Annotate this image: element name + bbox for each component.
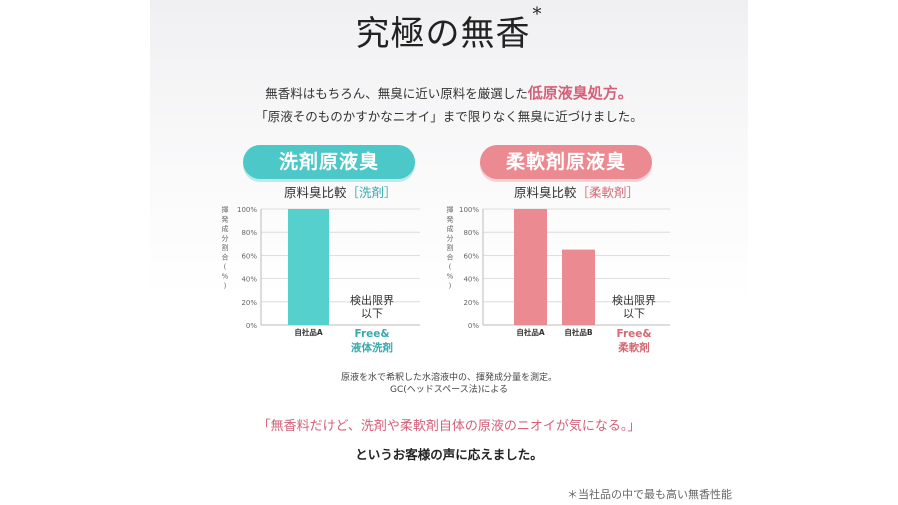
title-asterisk: * xyxy=(532,4,543,25)
softener-odor-pill: 柔軟剤原液臭 xyxy=(480,145,652,179)
detection-limit-label: 以下 xyxy=(361,307,383,320)
chart-title-detergent: 原料臭比較［洗剤］ xyxy=(284,182,397,201)
y-axis-label-char: 分 xyxy=(447,234,454,243)
bar xyxy=(514,209,547,325)
comparison-product-label: Free& xyxy=(354,328,389,340)
y-tick-label: 20% xyxy=(241,299,257,307)
detection-limit-label: 検出限界 xyxy=(612,293,656,307)
x-category-label: 自社品B xyxy=(564,327,592,337)
chart-title-detergent-prefix: 原料臭比較 xyxy=(284,185,347,200)
x-category-label: 自社品A xyxy=(294,327,322,337)
detergent-odor-pill: 洗剤原液臭 xyxy=(243,145,415,179)
y-axis-label-char: ( xyxy=(224,263,227,271)
y-axis-label-char: 発 xyxy=(222,215,229,224)
y-axis-label-char: 揮 xyxy=(447,205,454,214)
comparison-product-label: 柔軟剤 xyxy=(617,341,650,354)
y-tick-label: 60% xyxy=(241,252,257,260)
y-tick-label: 40% xyxy=(241,276,257,284)
title-text: 究極の無香 xyxy=(355,14,531,54)
y-tick-label: 40% xyxy=(463,276,479,284)
intro-line-2: 「原液そのものかすかなニオイ」まで限りなく無臭に近づけました。 xyxy=(255,109,643,124)
content-panel: 究極の無香 * 無香料はもちろん、無臭に近い原料を厳選した低原液臭処方。 「原液そ… xyxy=(150,0,748,505)
y-tick-label: 0% xyxy=(468,322,479,330)
y-axis-label-char: 成 xyxy=(222,224,229,233)
y-tick-label: 0% xyxy=(246,322,257,330)
right-margin xyxy=(748,0,898,505)
y-axis-label-char: ( xyxy=(449,263,452,271)
y-tick-label: 100% xyxy=(237,206,257,214)
y-tick-label: 100% xyxy=(459,206,479,214)
x-category-label: 自社品A xyxy=(516,327,544,337)
intro-line-1-prefix: 無香料はもちろん、無臭に近い原料を厳選した xyxy=(265,86,528,101)
y-axis-label-char: % xyxy=(222,273,229,281)
y-axis-label-char: 発 xyxy=(447,215,454,224)
y-axis-label-char: ) xyxy=(449,282,452,290)
bar xyxy=(562,249,595,325)
y-tick-label: 60% xyxy=(463,252,479,260)
bar xyxy=(288,209,329,325)
y-axis-label-char: ) xyxy=(224,282,227,290)
answer-text: というお客様の声に応えました。 xyxy=(355,447,543,462)
comparison-product-label: 液体洗剤 xyxy=(351,341,393,354)
detection-limit-label: 以下 xyxy=(623,307,645,320)
y-tick-label: 80% xyxy=(463,229,479,237)
left-margin xyxy=(0,0,150,505)
y-axis-label-char: 割 xyxy=(447,243,454,252)
chart-title-softener-prefix: 原料臭比較 xyxy=(514,185,577,200)
y-axis-label-char: 揮 xyxy=(222,205,229,214)
customer-quote: 「無香料だけど、洗剤や柔軟剤自体の原液のニオイが気になる。」 xyxy=(257,419,641,434)
note-line-2: GC(ヘッドスペース法)による xyxy=(390,385,508,395)
y-axis-label-char: 合 xyxy=(447,253,454,262)
page-title: 究極の無香 * xyxy=(150,4,748,55)
chart-title-softener-tag: ［柔軟剤］ xyxy=(576,185,640,200)
y-tick-label: 80% xyxy=(241,229,257,237)
measurement-note: 原液を水で希釈した水溶液中の、揮発成分量を測定。 GC(ヘッドスペース法)による xyxy=(150,372,748,396)
intro-line-1: 無香料はもちろん、無臭に近い原料を厳選した低原液臭処方。 xyxy=(150,82,748,105)
intro-highlight: 低原液臭処方。 xyxy=(527,84,633,102)
footnote: ＊当社品の中で最も高い無香性能 xyxy=(567,488,732,501)
y-axis-label-char: 割 xyxy=(222,243,229,252)
detection-limit-label: 検出限界 xyxy=(350,293,394,307)
y-axis-label-char: % xyxy=(447,273,454,281)
chart-title-detergent-tag: ［洗剤］ xyxy=(346,185,397,200)
note-line-1: 原液を水で希釈した水溶液中の、揮発成分量を測定。 xyxy=(340,373,557,383)
y-axis-label-char: 成 xyxy=(447,224,454,233)
y-axis-label-char: 分 xyxy=(222,234,229,243)
y-tick-label: 20% xyxy=(463,299,479,307)
intro-text: 無香料はもちろん、無臭に近い原料を厳選した低原液臭処方。 「原液そのものかすかな… xyxy=(150,82,748,128)
comparison-product-label: Free& xyxy=(616,328,651,340)
chart-title-softener: 原料臭比較［柔軟剤］ xyxy=(514,182,639,201)
y-axis-label-char: 合 xyxy=(222,253,229,262)
